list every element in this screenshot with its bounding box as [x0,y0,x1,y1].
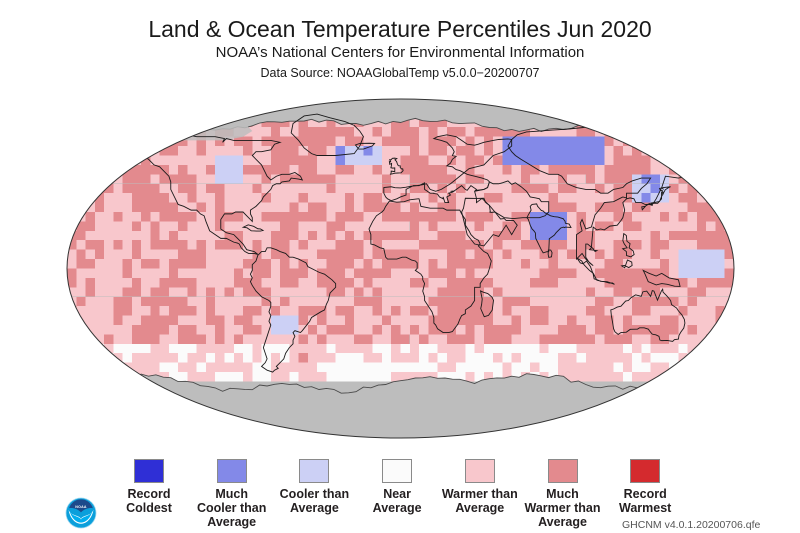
svg-text:NOAA: NOAA [75,505,87,509]
